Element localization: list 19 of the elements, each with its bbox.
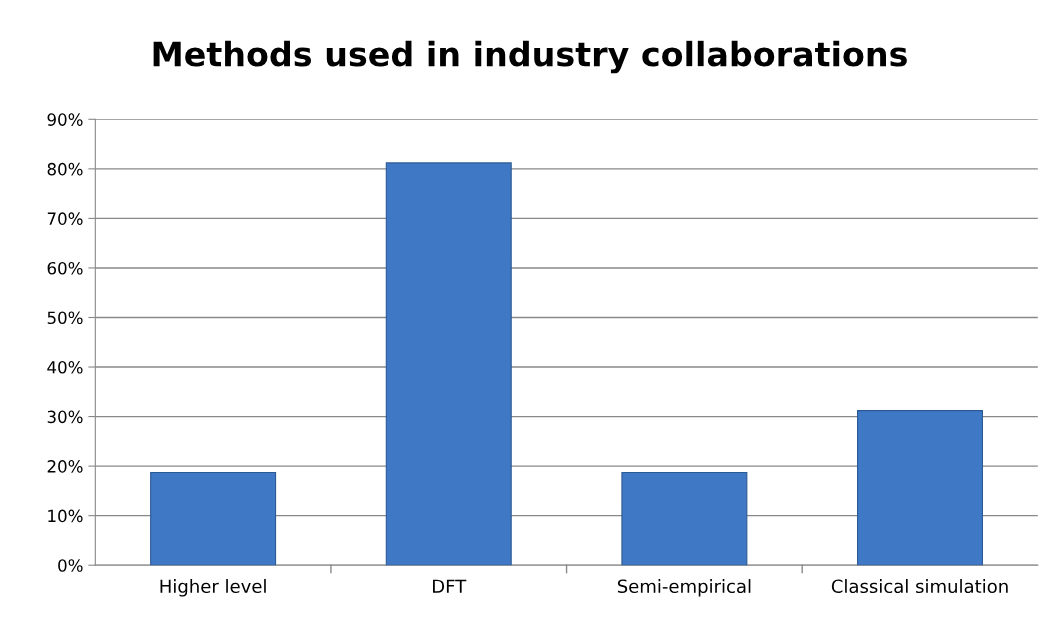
y-tick-label: 90%: [47, 113, 83, 126]
x-tick-label: Semi-empirical: [617, 579, 751, 597]
y-tick-label: 30%: [47, 410, 83, 424]
bar: [150, 472, 277, 566]
y-tick-label: 80%: [47, 162, 83, 176]
bar: [385, 162, 512, 566]
bar: [621, 472, 748, 566]
y-tick-label: 0%: [58, 559, 83, 572]
x-tick-label: Classical simulation: [831, 579, 1008, 594]
y-tick-label: 60%: [47, 261, 83, 275]
y-tick-label: 70%: [47, 212, 83, 225]
y-tick-label: 20%: [47, 460, 83, 473]
y-tick-label: 10%: [48, 509, 83, 523]
x-tick-label: DFT: [433, 579, 467, 593]
bar: [857, 410, 984, 566]
x-tick-label: Higher level: [160, 579, 266, 597]
chart-title: Methods used in industry collaborations: [153, 40, 907, 74]
y-tick-label: 50%: [47, 311, 83, 325]
y-tick-label: 40%: [47, 360, 83, 374]
